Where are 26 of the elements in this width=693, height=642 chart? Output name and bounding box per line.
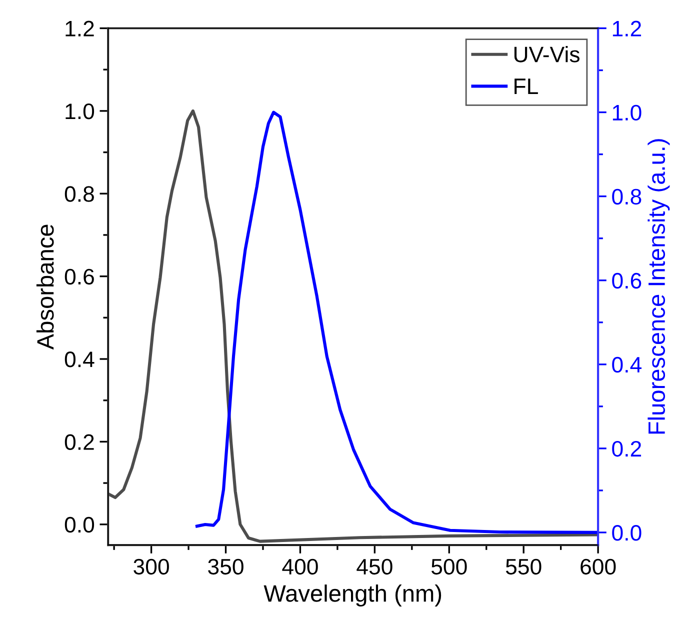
x-tick-label: 450 [356,558,392,575]
y2-axis-title: Fluorescence Intensity (a.u.) [648,139,670,434]
x-tick-label: 550 [506,558,542,575]
x-tick-label: 300 [134,558,169,575]
y2-tick-label: 0.8 [612,188,642,205]
y-tick-label: 0.2 [64,434,94,450]
x-axis-title: Wavelength (nm) [264,584,442,607]
y2-tick-label: 1.0 [612,104,642,121]
y2-tick-label: 0.4 [612,356,642,373]
y-tick-label: 1.0 [66,103,94,120]
y-axis-title: Absorbance [36,224,54,350]
y-tick-label: 0.6 [64,268,94,285]
x-tick-label: 600 [580,558,616,575]
y2-tick-label: 0.0 [612,524,642,541]
y2-tick-label: 0.2 [612,440,642,457]
y-tick-label: 0.0 [64,516,94,533]
y-tick-label: 1.2 [66,20,94,36]
x-tick-label: 350 [208,558,244,575]
y2-tick-label: 0.6 [612,272,642,289]
y-tick-label: 0.8 [64,186,94,202]
y-tick-label: 0.4 [64,352,94,368]
x-tick-label: 500 [431,558,467,575]
y2-tick-label: 1.2 [612,20,642,36]
x-tick-label: 400 [282,558,318,575]
legend-label: UV-Vis [514,46,580,62]
legend-label: FL [514,78,538,94]
